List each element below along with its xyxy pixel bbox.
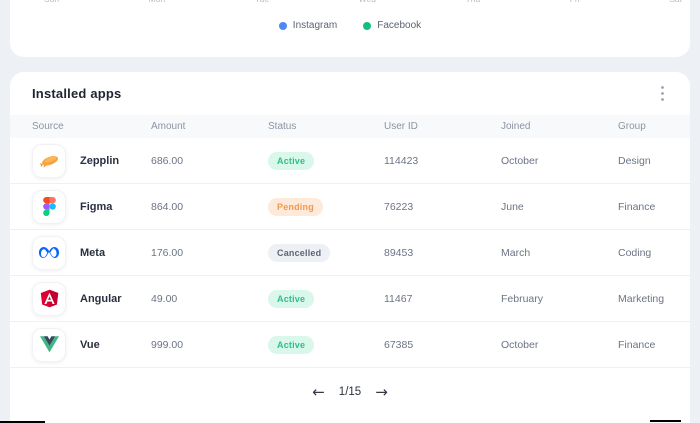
joined-cell: June [501, 200, 524, 213]
next-page-button[interactable]: → [375, 382, 388, 401]
user-id-cell: 11467 [384, 292, 413, 305]
x-axis-label: Thu [466, 0, 481, 4]
x-axis-label: Sun [44, 0, 59, 4]
app-name: Vue [80, 338, 100, 351]
column-header: Joined [501, 121, 531, 132]
screen-edge-artifact [650, 419, 681, 422]
page-indicator: 1/15 [338, 386, 362, 398]
app-name: Angular [80, 292, 122, 305]
meta-icon [38, 247, 60, 258]
table-body: Zepplin 686.00 Active 114423 October Des… [10, 138, 690, 368]
column-header: Source [32, 121, 64, 132]
table-row[interactable]: Meta 176.00 Cancelled 89453 March Coding [10, 230, 690, 276]
group-cell: Coding [618, 246, 652, 259]
user-id-cell: 114423 [384, 154, 419, 167]
installed-apps-card: Installed apps Source Amount Status User ID… [10, 72, 690, 423]
legend-item: Facebook [363, 20, 421, 31]
card-title: Installed apps [32, 86, 122, 101]
status-badge: Active [268, 151, 315, 170]
zepplin-icon [39, 156, 58, 168]
chart-card: Sun Mon Tue Wed Thu Fri Sat Instagram Facebook [10, 0, 690, 57]
user-id-cell: 76223 [384, 200, 414, 213]
user-id-cell: 89453 [384, 246, 414, 259]
legend-label: Instagram [292, 20, 338, 31]
column-header: Status [268, 121, 297, 132]
app-icon-box [32, 235, 66, 270]
legend-item: Instagram [278, 20, 338, 31]
amount-cell: 49.00 [151, 292, 178, 305]
group-cell: Design [618, 154, 651, 167]
status-badge: Active [268, 289, 315, 308]
group-cell: Finance [618, 200, 656, 213]
legend-label: Facebook [377, 20, 422, 31]
vue-icon [39, 336, 59, 353]
app-icon-box [32, 189, 66, 224]
status-cell: Active [268, 151, 384, 170]
group-cell: Marketing [618, 292, 665, 305]
x-axis-label: Mon [149, 0, 166, 4]
table-row[interactable]: Angular 49.00 Active 11467 February Mark… [10, 276, 690, 322]
x-axis-label: Wed [359, 0, 376, 4]
source-cell: Vue [32, 327, 151, 362]
user-id-cell: 67385 [384, 338, 414, 351]
x-axis-labels: Sun Mon Tue Wed Thu Fri Sat [10, 0, 690, 4]
app-name: Meta [80, 246, 106, 259]
column-header: User ID [384, 121, 418, 132]
joined-cell: February [501, 292, 544, 305]
x-axis-label: Fri [570, 0, 580, 4]
joined-cell: October [501, 154, 539, 167]
group-cell: Finance [618, 338, 656, 351]
source-cell: Meta [32, 235, 151, 270]
figma-icon [42, 197, 56, 216]
app-name: Figma [80, 200, 113, 213]
status-cell: Active [268, 335, 384, 354]
kebab-menu-icon[interactable] [657, 82, 668, 105]
source-cell: Angular [32, 281, 151, 316]
amount-cell: 686.00 [151, 154, 184, 167]
app-name: Zepplin [80, 154, 120, 167]
app-icon-box [32, 143, 66, 178]
table-row[interactable]: Figma 864.00 Pending 76223 June Finance [10, 184, 690, 230]
prev-page-button[interactable]: ← [312, 382, 325, 401]
legend-dot-icon [363, 21, 372, 30]
source-cell: Figma [32, 189, 151, 224]
status-cell: Active [268, 289, 384, 308]
pagination: ← 1/15 → [10, 370, 690, 414]
column-header: Group [618, 121, 646, 132]
joined-cell: October [501, 338, 539, 351]
app-icon-box [32, 327, 66, 362]
amount-cell: 999.00 [151, 338, 184, 351]
status-cell: Pending [268, 197, 384, 216]
table-row[interactable]: Zepplin 686.00 Active 114423 October Des… [10, 138, 690, 184]
app-icon-box [32, 281, 66, 316]
source-cell: Zepplin [32, 143, 151, 178]
amount-cell: 864.00 [151, 200, 184, 213]
status-cell: Cancelled [268, 243, 384, 262]
angular-icon [40, 289, 58, 308]
installed-apps-header: Installed apps [10, 72, 690, 115]
x-axis-label: Tue [255, 0, 269, 4]
chart-legend: Instagram Facebook [10, 20, 690, 31]
screen-edge-artifact [0, 421, 45, 423]
amount-cell: 176.00 [151, 246, 184, 259]
x-axis-label: Sat [669, 0, 682, 4]
status-badge: Active [268, 335, 315, 354]
status-badge: Pending [268, 197, 323, 216]
column-header: Amount [151, 121, 186, 132]
status-badge: Cancelled [268, 243, 331, 262]
legend-dot-icon [278, 21, 287, 30]
table-row[interactable]: Vue 999.00 Active 67385 October Finance [10, 322, 690, 368]
joined-cell: March [501, 246, 531, 259]
table-header: Source Amount Status User ID Joined Group [10, 115, 690, 138]
